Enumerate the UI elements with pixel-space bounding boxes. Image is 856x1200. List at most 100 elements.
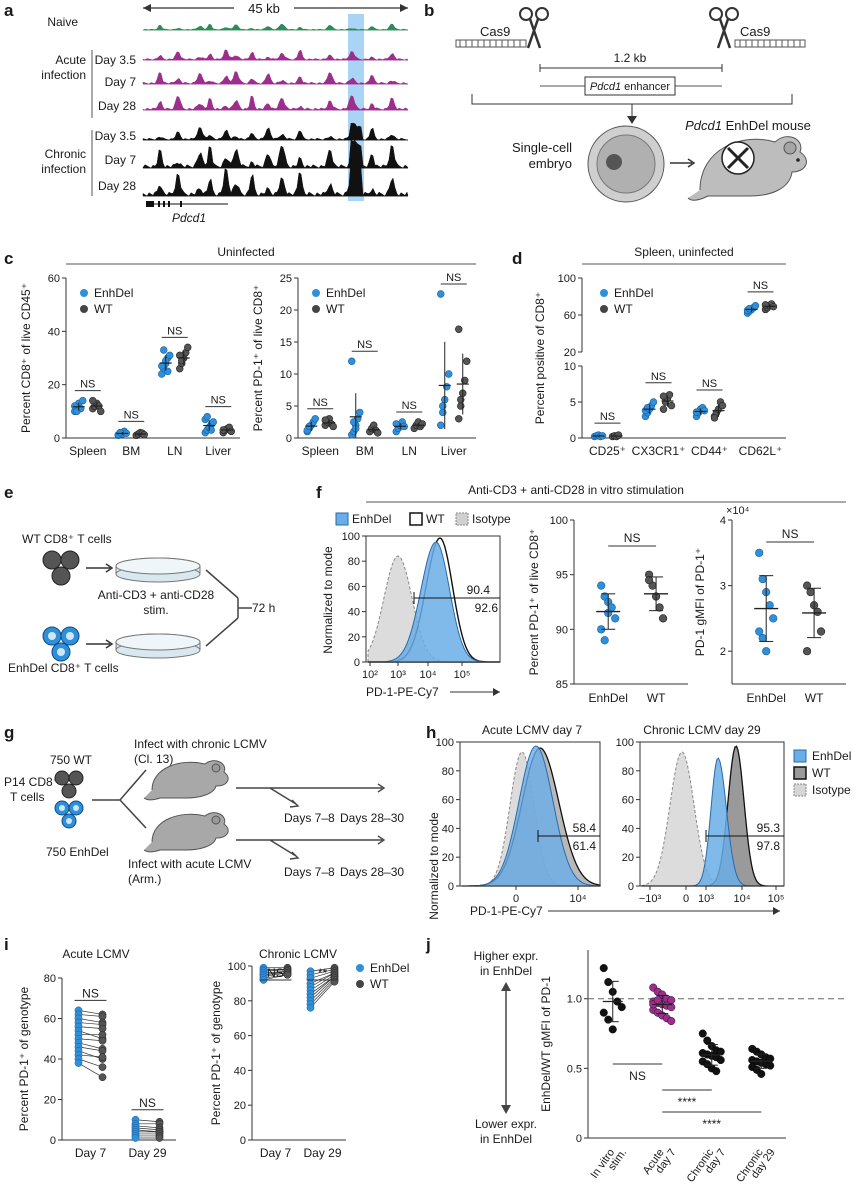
- x-tick-label: CD44⁺: [691, 444, 728, 458]
- pair-line: [78, 1026, 103, 1029]
- panel-letter-g: g: [4, 723, 14, 742]
- significance-label: NS: [651, 371, 666, 383]
- data-point: [597, 581, 606, 590]
- g-days1-acute: Days 7–8: [284, 865, 335, 879]
- data-point: [74, 1059, 83, 1067]
- x-axis-label: PD-1-PE-Cy7: [366, 685, 439, 699]
- group-label-acute: Acute: [55, 53, 86, 67]
- gate-value-enhdel: 90.4: [467, 583, 491, 597]
- data-point: [700, 406, 709, 415]
- x-tick-label: Spleen: [302, 444, 339, 458]
- data-point: [667, 1003, 676, 1012]
- wt-cells-icon: [54, 770, 84, 799]
- x-tick-label: 10³: [390, 669, 406, 681]
- data-point: [710, 414, 719, 422]
- g-days2-acute: Days 28–30: [340, 865, 404, 879]
- data-point: [306, 1003, 315, 1012]
- x-tick-label: EnhDel: [589, 691, 628, 705]
- legend-enhdel: EnhDel: [352, 512, 391, 526]
- data-point: [755, 627, 764, 636]
- y-tick-label: 100: [550, 515, 568, 527]
- data-point: [97, 407, 105, 416]
- e-enh-label: EnhDel CD8⁺ T cells: [8, 661, 119, 675]
- legend-marker-enhdel: [80, 289, 88, 297]
- data-point: [611, 614, 620, 623]
- data-point: [755, 548, 764, 557]
- y-tick-label: 85: [556, 679, 568, 691]
- x-tick-label: Day 29: [303, 1146, 341, 1160]
- data-point: [762, 647, 771, 656]
- significance-label: NS: [446, 272, 461, 284]
- legend-marker-enhdel: [600, 289, 608, 297]
- j-lower-2: in EnhDel: [480, 1132, 532, 1146]
- x-tick-label: 10²: [362, 669, 378, 681]
- x-tick-label: LN: [167, 444, 182, 458]
- data-point: [659, 405, 668, 413]
- data-point: [330, 977, 339, 986]
- panel-letter-a: a: [4, 1, 14, 20]
- y-tick-label: 100: [616, 737, 634, 749]
- d-chart: 20 60 100 0 5 10 Percent positive of CD8⁺ CD25⁺…: [533, 273, 786, 458]
- data-point: [599, 1008, 608, 1017]
- f-gmfi-chart: 2 3 4 PD-1 gMFI of PD-1⁺ EnhDel WT NS ×10⁴: [693, 505, 846, 705]
- y-tick-label: 0: [576, 1133, 582, 1145]
- data-point: [716, 1056, 725, 1065]
- scale-label-bg: [234, 1, 294, 15]
- x-tick-label: EnhDel: [747, 691, 786, 705]
- y-tick-label: 80: [44, 973, 56, 985]
- plot-frame: [365, 535, 501, 663]
- y-tick-label: 20: [348, 632, 360, 644]
- pair-line: [78, 1014, 103, 1017]
- pair-line: [310, 976, 335, 995]
- wt-cells-icon: [42, 550, 80, 586]
- enhdel-cells-icon: [42, 626, 80, 662]
- data-point: [418, 420, 426, 428]
- y-tick-label: 60: [348, 581, 360, 593]
- gene-name: Pdcd1: [172, 211, 206, 225]
- data-point: [599, 964, 608, 973]
- pair-line: [78, 1054, 103, 1058]
- deletion-span: [539, 64, 723, 72]
- y-tick-label: 40: [234, 1065, 246, 1077]
- significance-label: NS: [80, 379, 95, 391]
- track-signal: [142, 71, 409, 85]
- pair-line: [135, 1127, 160, 1131]
- data-point: [392, 420, 400, 428]
- pair-line: [78, 1058, 103, 1068]
- x-tick-label: −10³: [639, 893, 662, 905]
- h-legend-isotype: Isotype: [812, 783, 851, 797]
- data-point: [718, 401, 727, 410]
- y-axis-label: Normalized to mode: [321, 546, 335, 654]
- data-point: [766, 1061, 775, 1070]
- h-legend: EnhDel WT Isotype: [793, 749, 851, 797]
- mouse-label: Pdcd1 EnhDel mouse: [685, 118, 811, 133]
- plot-frame: [459, 741, 601, 887]
- h-legend-enhdel: EnhDel: [812, 749, 851, 763]
- c-left-chart: 0 20 40 60 Percent CD8⁺ of live CD45⁺ Spleen N…: [19, 273, 240, 458]
- data-point: [89, 396, 97, 405]
- y-tick-label: 0: [570, 433, 576, 445]
- d-title: Spleen, uninfected: [634, 245, 733, 259]
- data-point: [140, 431, 148, 439]
- y-tick-label: 100: [436, 737, 454, 749]
- data-point: [698, 1029, 707, 1038]
- gate-value-wt: 92.6: [475, 601, 499, 615]
- c-title: Uninfected: [217, 245, 274, 259]
- panel-letter-e: e: [4, 483, 13, 502]
- x-tick-label: Day 7: [75, 1146, 107, 1160]
- x-tick-label: Liver: [441, 444, 467, 458]
- panel-a-genome-tracks: 45 kb Naive Acute infection Chronic infe…: [41, 1, 409, 225]
- pair-line: [310, 974, 335, 991]
- y-tick-label: 15: [280, 337, 292, 349]
- pair-line: [310, 972, 335, 984]
- culture-dish-icon: [115, 557, 201, 583]
- x-tick-label: BM: [356, 444, 374, 458]
- pair-line: [310, 977, 335, 1002]
- g-p14-label-2: T cells: [10, 790, 44, 804]
- enhdel-histogram: [462, 745, 601, 887]
- significance-label: NS: [629, 1069, 646, 1083]
- h-legend-wt: WT: [812, 766, 831, 780]
- timeline-chronic: [236, 783, 386, 808]
- arrowhead-icon: [773, 907, 780, 915]
